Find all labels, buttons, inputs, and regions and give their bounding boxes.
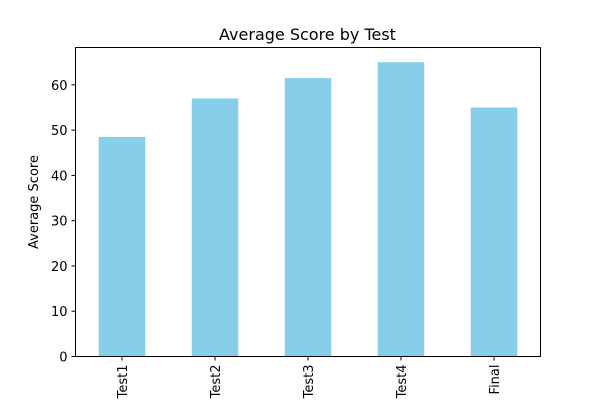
x-tick-label: Test3 — [302, 365, 317, 400]
y-tick-label: 10 — [51, 305, 68, 320]
x-tick-label: Test1 — [116, 365, 131, 400]
bar-test2 — [191, 98, 239, 357]
bar-final — [470, 107, 518, 357]
y-tick-label: 0 — [59, 351, 67, 366]
y-tick-label: 60 — [51, 79, 68, 94]
y-tick-label: 20 — [51, 260, 68, 275]
bar-test3 — [284, 78, 332, 357]
plot-frame — [75, 47, 541, 357]
x-tick-label: Test4 — [395, 365, 410, 400]
y-axis-ticks: 0 10 20 30 40 50 60 — [51, 79, 76, 366]
x-axis-ticks: Test1 Test2 Test3 Test4 Final — [116, 356, 503, 400]
bar-test4 — [377, 62, 425, 357]
x-tick-label: Test2 — [209, 365, 224, 400]
chart-title: Average Score by Test — [219, 25, 396, 44]
bar-test1 — [98, 136, 146, 357]
y-tick-label: 50 — [51, 124, 68, 139]
bars-group — [98, 62, 518, 357]
y-tick-label: 30 — [51, 215, 68, 230]
x-tick-label: Final — [488, 365, 503, 395]
y-tick-label: 40 — [51, 169, 68, 184]
y-axis-label: Average Score — [27, 155, 42, 249]
